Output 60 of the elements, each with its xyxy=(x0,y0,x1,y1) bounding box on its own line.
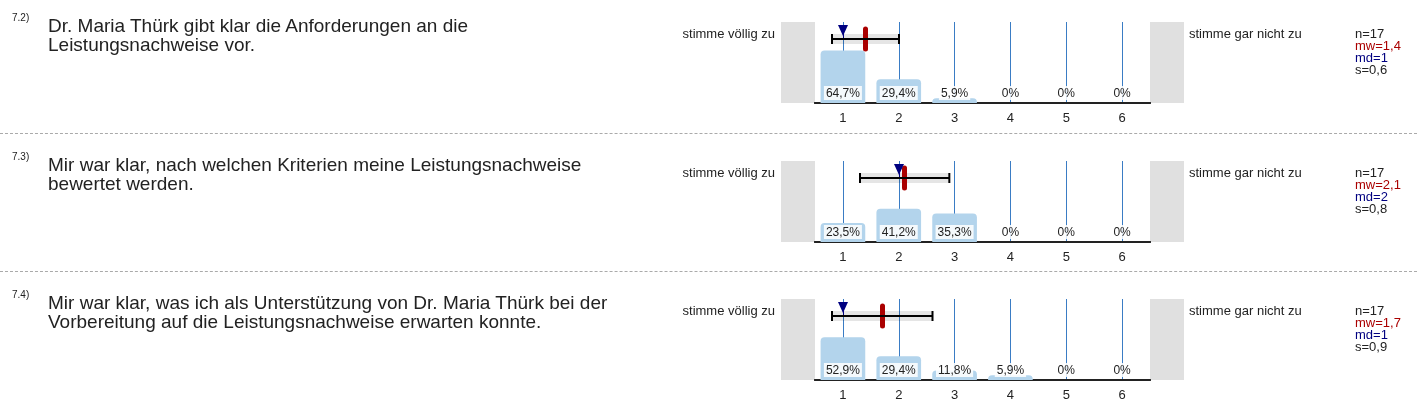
data-label: 0% xyxy=(1113,363,1132,377)
x-tick-label: 5 xyxy=(1062,110,1070,125)
text: stimme gar nicht zu xyxy=(1189,165,1302,180)
x-tick-label: 4 xyxy=(1006,249,1015,264)
x-tick-label: 1 xyxy=(839,110,847,125)
x-tick-label: 1 xyxy=(839,387,847,402)
data-label: 0% xyxy=(1113,225,1132,239)
x-tick-label: 2 xyxy=(895,249,903,264)
data-label: 0% xyxy=(1001,225,1020,239)
x-tick-label: 6 xyxy=(1118,387,1126,402)
x-tick-label: 5 xyxy=(1062,387,1070,402)
data-label: 0% xyxy=(1057,86,1076,100)
data-label: 0% xyxy=(1001,86,1020,100)
text: n=17 xyxy=(1355,26,1385,41)
data-label: 41,2% xyxy=(881,225,917,239)
data-label: 29,4% xyxy=(881,86,917,100)
text: n=17 xyxy=(1355,303,1385,318)
text: 7.2) xyxy=(12,12,30,23)
text: Mir war klar, nach welchen Kriterien meine Leistungsnachweise bewertet werden. xyxy=(48,154,583,194)
text: n=17 xyxy=(1355,165,1385,180)
text: 7.3) xyxy=(12,151,30,162)
data-label: 35,3% xyxy=(937,225,972,239)
data-label: 0% xyxy=(1113,86,1132,100)
data-label: 11,8% xyxy=(938,363,972,377)
text: md=1 xyxy=(1355,50,1388,65)
x-tick-label: 1 xyxy=(839,249,847,264)
x-tick-label: 6 xyxy=(1118,110,1126,125)
data-label: 0% xyxy=(1057,225,1076,239)
x-tick-label: 3 xyxy=(950,249,959,264)
text: Dr. Maria Thürk gibt klar die Anforderungen an die Leistungsnachweise vor. xyxy=(48,15,469,55)
data-label: 64,7% xyxy=(825,86,861,100)
x-tick-label: 3 xyxy=(950,110,959,125)
text: stimme völlig zu xyxy=(682,303,775,318)
text: stimme völlig zu xyxy=(682,165,775,180)
x-tick-label: 6 xyxy=(1118,249,1126,264)
x-tick-label: 2 xyxy=(895,110,903,125)
text: mw=1,7 xyxy=(1355,315,1401,330)
x-tick-label: 3 xyxy=(950,387,959,402)
text: s=0,6 xyxy=(1355,62,1388,77)
text: mw=2,1 xyxy=(1355,177,1401,192)
data-label: 52,9% xyxy=(825,363,861,377)
data-label: 5,9% xyxy=(940,86,969,100)
x-tick-label: 5 xyxy=(1062,249,1070,264)
text: Mir war klar, was ich als Unterstützung von Dr. Maria Thürk bei der Vorbereitung auf die Leistungsnachweise erwarten konnte. xyxy=(48,292,608,332)
data-label: 5,9% xyxy=(996,363,1025,377)
x-tick-label: 2 xyxy=(895,387,903,402)
text: 7.4) xyxy=(12,289,30,300)
text: mw=1,4 xyxy=(1355,38,1401,53)
data-label: 29,4% xyxy=(881,363,917,377)
text: stimme gar nicht zu xyxy=(1189,303,1302,318)
text: stimme gar nicht zu xyxy=(1189,26,1302,41)
text: stimme völlig zu xyxy=(682,26,775,41)
text: s=0,9 xyxy=(1355,339,1388,354)
data-label: 0% xyxy=(1057,363,1076,377)
data-label: 23,5% xyxy=(825,225,861,239)
text: s=0,8 xyxy=(1355,201,1388,216)
x-tick-label: 4 xyxy=(1006,387,1015,402)
x-tick-label: 4 xyxy=(1006,110,1015,125)
text: md=2 xyxy=(1355,189,1388,204)
text: md=1 xyxy=(1355,327,1388,342)
